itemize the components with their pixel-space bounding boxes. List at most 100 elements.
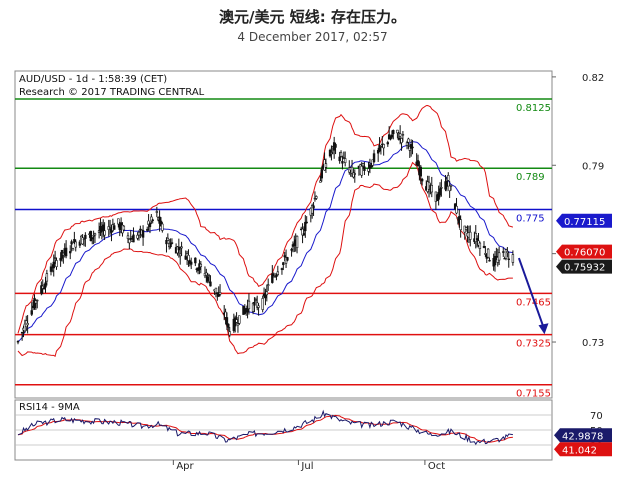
candle-body xyxy=(102,224,105,231)
candle-body xyxy=(113,225,116,230)
price-badge-2 xyxy=(556,259,612,274)
candle-body xyxy=(91,237,94,240)
page-title: 澳元/美元 短线: 存在压力。 xyxy=(219,8,406,26)
candle-body xyxy=(507,258,510,260)
candle-body xyxy=(92,235,95,237)
candle-body xyxy=(280,268,284,270)
candle-body xyxy=(361,163,365,167)
candle-body xyxy=(334,144,337,148)
candle-body xyxy=(199,263,203,268)
price-badge-1 xyxy=(556,244,612,259)
candle-body xyxy=(165,239,168,245)
moving-average xyxy=(17,141,513,343)
candle-body xyxy=(398,133,402,137)
candle-body xyxy=(295,235,299,248)
candle-body xyxy=(390,134,394,138)
candle-body xyxy=(257,305,260,308)
candle-body xyxy=(445,180,449,187)
candle-body xyxy=(506,251,509,254)
candle-body xyxy=(360,165,363,176)
candle-body xyxy=(148,222,152,228)
candle-body xyxy=(464,227,468,230)
candle-body xyxy=(194,257,197,264)
price-badge-label-1: 0.76070 xyxy=(564,248,605,259)
rsi-badge-label-1: 41.042 xyxy=(562,445,597,456)
candle-body xyxy=(151,219,154,221)
candle-body xyxy=(122,225,126,231)
rsi-badge-0 xyxy=(554,428,612,443)
candle-body xyxy=(430,185,433,193)
price-badges: 0.77115 0.76070 0.75932 xyxy=(556,213,612,274)
price-tick-label-3: 0.73 xyxy=(582,338,604,349)
candle-body xyxy=(474,233,477,242)
candle-body xyxy=(440,187,443,189)
candle-body xyxy=(363,166,366,171)
level-label-1: 0.789 xyxy=(516,172,545,183)
candle-body xyxy=(459,219,462,231)
candle-body xyxy=(69,251,72,254)
level-label-5: 0.7155 xyxy=(516,389,551,400)
level-label-2: 0.775 xyxy=(516,213,545,224)
candle-body xyxy=(302,233,306,236)
candle-body xyxy=(206,276,209,282)
candle-body xyxy=(180,246,183,249)
candle-body xyxy=(93,233,97,236)
candle-body xyxy=(227,323,230,328)
candle-body xyxy=(305,221,308,224)
candle-body xyxy=(161,223,164,231)
bollinger-lower xyxy=(17,161,513,357)
candle-body xyxy=(449,184,453,187)
candle-body xyxy=(136,234,139,239)
candle-body xyxy=(108,227,112,229)
candle-body xyxy=(146,229,149,231)
candle-body xyxy=(482,245,486,248)
candle-body xyxy=(137,231,141,236)
candle-body xyxy=(382,144,385,149)
candle-body xyxy=(396,129,399,134)
candle-body xyxy=(236,323,240,326)
candle-body xyxy=(455,205,458,214)
forecast-arrow-head xyxy=(538,323,549,335)
candles xyxy=(16,125,515,345)
candle-body xyxy=(103,230,106,236)
candle-body xyxy=(276,271,280,275)
candle-body xyxy=(209,281,212,287)
source-label: Research © 2017 TRADING CENTRAL xyxy=(19,87,205,98)
moving-average-line xyxy=(17,141,513,343)
candle-body xyxy=(304,221,307,232)
candle-body xyxy=(71,248,75,251)
forecast-arrow-shaft xyxy=(517,257,545,328)
candle-body xyxy=(419,166,422,177)
candle-body xyxy=(389,137,392,140)
candle-body xyxy=(70,241,73,245)
candle-body xyxy=(386,142,389,145)
candle-body xyxy=(44,282,47,288)
candle-body xyxy=(405,142,409,146)
candle-body xyxy=(488,259,491,262)
rsi-grid xyxy=(15,414,552,446)
candle-body xyxy=(64,247,68,257)
candle-body xyxy=(338,156,341,162)
price-badge-label-2: 0.75932 xyxy=(564,263,605,274)
candle-body xyxy=(372,153,376,163)
rsi-badges: 42.9878 41.042 xyxy=(554,428,612,457)
candle-body xyxy=(341,161,344,164)
candle-body xyxy=(324,163,328,168)
rsi-label: RSI14 - 9MA xyxy=(19,402,80,413)
candle-body xyxy=(271,273,274,283)
rsi-badge-label-0: 42.9878 xyxy=(562,431,603,442)
candle-body xyxy=(235,319,238,323)
candle-body xyxy=(315,196,318,199)
candle-body xyxy=(253,301,256,306)
time-tick-label-1: Jul xyxy=(300,461,313,472)
candle-body xyxy=(45,273,49,282)
candle-body xyxy=(400,138,403,143)
candle-body xyxy=(367,168,370,172)
candle-body xyxy=(265,291,269,296)
candle-body xyxy=(290,249,293,251)
candle-body xyxy=(261,298,264,310)
candle-body xyxy=(225,317,229,326)
candle-body xyxy=(493,255,497,266)
level-lines: 0.8125 0.789 0.775 0.7465 0.7325 0.7155 xyxy=(15,98,552,400)
